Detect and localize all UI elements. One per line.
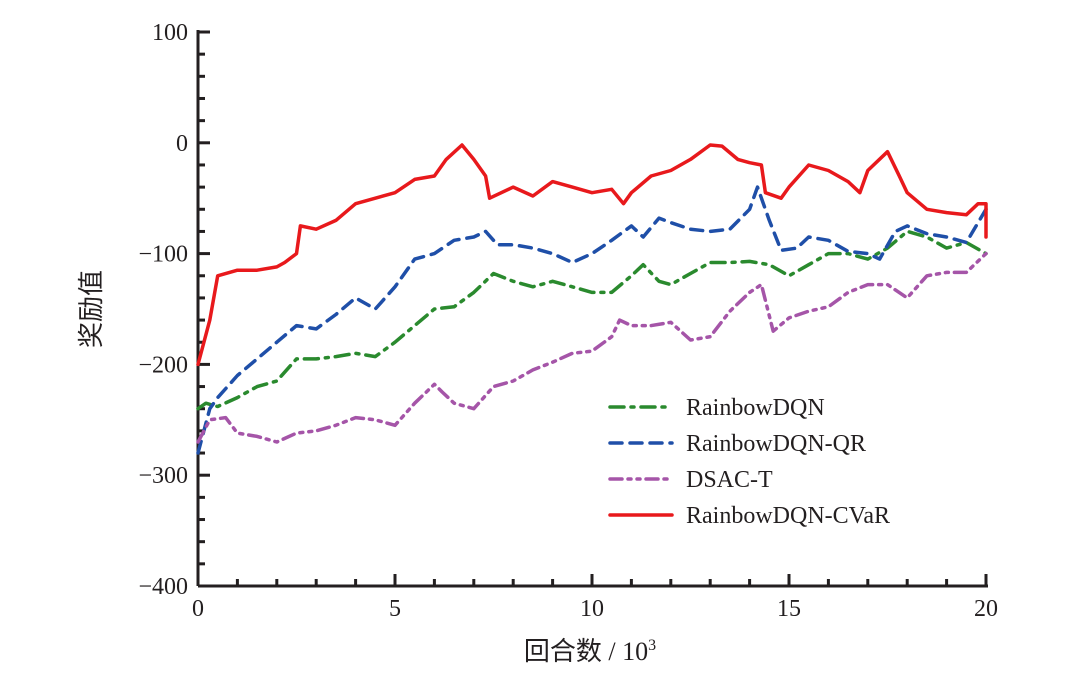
legend-label: RainbowDQN-CVaR: [686, 503, 890, 529]
series-line-rainbowdqn: [196, 229, 988, 411]
legend-label: RainbowDQN-QR: [686, 431, 866, 457]
x-tick-label: 15: [777, 596, 801, 622]
plot-area: [196, 143, 988, 455]
legend-label: DSAC-T: [686, 467, 773, 493]
y-axis-title: 奖励值: [77, 270, 106, 348]
y-tick-label: −200: [138, 352, 188, 378]
legend-label: RainbowDQN: [686, 395, 825, 421]
x-tick-label: 0: [192, 596, 204, 622]
series-line-dsac-t: [196, 251, 988, 444]
y-tick-label: 0: [176, 131, 188, 157]
y-tick-label: −100: [138, 242, 188, 268]
x-axis-title: 回合数 / 103: [524, 637, 656, 666]
legend: RainbowDQN RainbowDQN-QR DSAC-T RainbowDQN-…: [608, 395, 890, 529]
y-tick-label: 100: [152, 20, 188, 46]
series-line-rainbowdqn-cvar: [196, 143, 988, 367]
x-tick-label: 20: [974, 596, 998, 622]
x-axis-title-main: 回合数 / 10: [524, 637, 648, 666]
x-tick-label: 10: [580, 596, 604, 622]
x-tick-label: 5: [389, 596, 401, 622]
series-line-rainbowdqn-qr: [196, 185, 988, 455]
y-tick-label: −400: [138, 574, 188, 600]
y-tick-label: −300: [138, 463, 188, 489]
x-axis-title-sup: 3: [648, 637, 656, 654]
